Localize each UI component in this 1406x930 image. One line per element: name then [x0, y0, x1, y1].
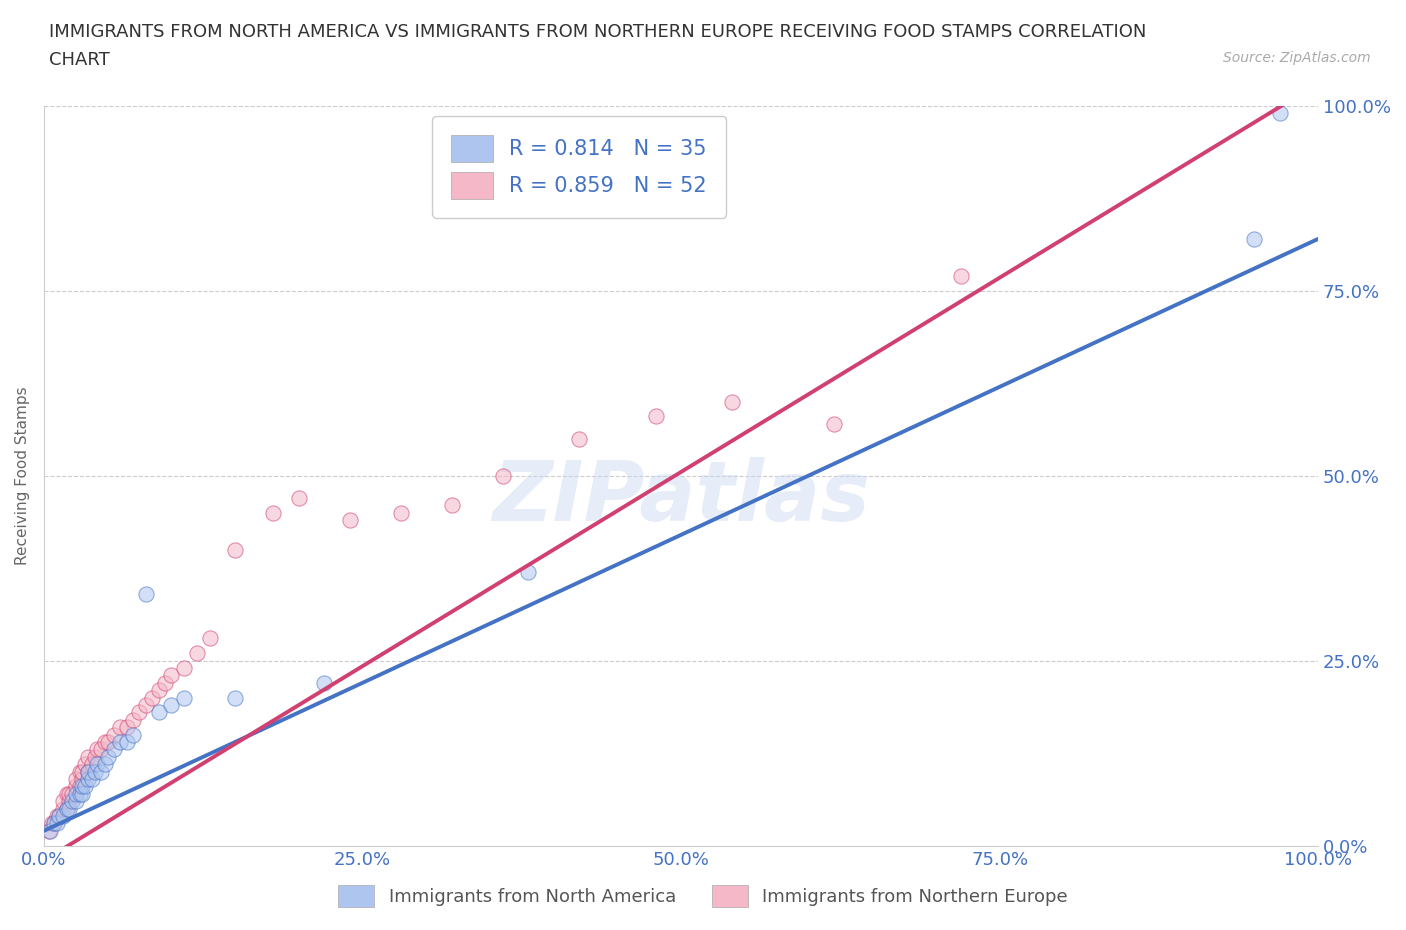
Point: [122, 712, 145, 727]
Point: [186, 645, 208, 660]
Point: [90, 764, 112, 779]
Point: [56, 787, 79, 802]
Point: [70, 772, 93, 787]
Point: [160, 668, 183, 683]
Point: [77, 750, 100, 764]
Point: [110, 735, 132, 750]
Point: [48, 808, 70, 823]
Text: IMMIGRANTS FROM NORTH AMERICA VS IMMIGRANTS FROM NORTHERN EUROPE RECEIVING FOOD : IMMIGRANTS FROM NORTH AMERICA VS IMMIGRA…: [49, 23, 1146, 41]
Point: [70, 764, 93, 779]
Point: [128, 705, 150, 720]
Point: [52, 794, 75, 809]
Legend: R = 0.814   N = 35, R = 0.859   N = 52: R = 0.814 N = 35, R = 0.859 N = 52: [432, 116, 725, 218]
Point: [1268, 106, 1291, 121]
Y-axis label: Receiving Food Stamps: Receiving Food Stamps: [15, 386, 30, 565]
Point: [160, 698, 183, 712]
Point: [73, 779, 96, 794]
Point: [52, 808, 75, 823]
Point: [83, 750, 105, 764]
Point: [97, 750, 120, 764]
Point: [141, 690, 163, 705]
Point: [77, 764, 100, 779]
Point: [122, 727, 145, 742]
Point: [148, 683, 170, 698]
Point: [38, 823, 60, 838]
Point: [56, 802, 79, 817]
Point: [69, 779, 91, 794]
Point: [69, 787, 91, 802]
Point: [721, 394, 744, 409]
Point: [224, 690, 246, 705]
Point: [41, 816, 63, 830]
Point: [135, 587, 157, 602]
Text: Source: ZipAtlas.com: Source: ZipAtlas.com: [1223, 51, 1371, 65]
Point: [173, 660, 195, 675]
Point: [389, 505, 412, 520]
Point: [70, 779, 93, 794]
Point: [339, 512, 361, 527]
Point: [45, 816, 67, 830]
Point: [314, 675, 336, 690]
Point: [97, 735, 120, 750]
Point: [90, 742, 112, 757]
Point: [82, 772, 104, 787]
Point: [83, 764, 105, 779]
Point: [115, 720, 138, 735]
Point: [45, 808, 67, 823]
Point: [82, 757, 104, 772]
Point: [65, 772, 87, 787]
Point: [86, 742, 108, 757]
Point: [644, 409, 666, 424]
Point: [42, 816, 65, 830]
Point: [77, 772, 100, 787]
Point: [103, 727, 125, 742]
Point: [94, 757, 117, 772]
Point: [60, 787, 83, 802]
Point: [73, 757, 96, 772]
Point: [65, 787, 87, 802]
Point: [86, 757, 108, 772]
Text: CHART: CHART: [49, 51, 110, 69]
Point: [440, 498, 463, 512]
Point: [491, 468, 513, 483]
Point: [60, 794, 83, 809]
Point: [56, 802, 79, 817]
Text: ZIPatlas: ZIPatlas: [492, 458, 870, 538]
Point: [198, 631, 221, 646]
Point: [58, 802, 80, 817]
Point: [94, 735, 117, 750]
Point: [70, 787, 93, 802]
Legend: Immigrants from North America, Immigrants from Northern Europe: Immigrants from North America, Immigrant…: [329, 876, 1077, 916]
Point: [224, 542, 246, 557]
Point: [1243, 232, 1265, 246]
Point: [950, 269, 973, 284]
Point: [39, 823, 62, 838]
Point: [148, 705, 170, 720]
Point: [48, 808, 70, 823]
Point: [115, 735, 138, 750]
Point: [823, 417, 845, 432]
Point: [58, 787, 80, 802]
Point: [69, 764, 91, 779]
Point: [103, 742, 125, 757]
Point: [517, 565, 540, 579]
Point: [262, 505, 284, 520]
Point: [153, 675, 176, 690]
Point: [287, 490, 309, 505]
Point: [65, 794, 87, 809]
Point: [173, 690, 195, 705]
Point: [65, 779, 87, 794]
Point: [135, 698, 157, 712]
Point: [110, 720, 132, 735]
Point: [77, 764, 100, 779]
Point: [52, 802, 75, 817]
Point: [568, 432, 591, 446]
Point: [42, 816, 65, 830]
Point: [58, 794, 80, 809]
